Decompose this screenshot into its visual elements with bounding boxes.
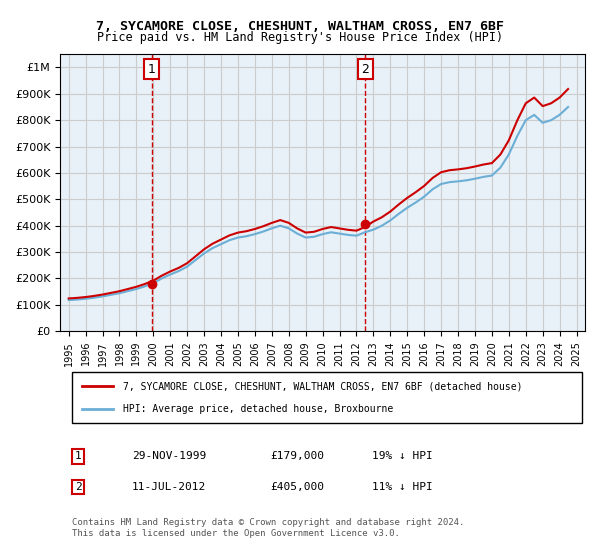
FancyBboxPatch shape [72, 372, 582, 423]
Text: 11% ↓ HPI: 11% ↓ HPI [372, 482, 433, 492]
Text: 29-NOV-1999: 29-NOV-1999 [132, 451, 206, 461]
Text: 2: 2 [362, 63, 370, 76]
Text: 1: 1 [148, 63, 156, 76]
Text: Price paid vs. HM Land Registry's House Price Index (HPI): Price paid vs. HM Land Registry's House … [97, 31, 503, 44]
Text: 7, SYCAMORE CLOSE, CHESHUNT, WALTHAM CROSS, EN7 6BF (detached house): 7, SYCAMORE CLOSE, CHESHUNT, WALTHAM CRO… [123, 381, 523, 391]
Text: 7, SYCAMORE CLOSE, CHESHUNT, WALTHAM CROSS, EN7 6BF: 7, SYCAMORE CLOSE, CHESHUNT, WALTHAM CRO… [96, 20, 504, 32]
Text: Contains HM Land Registry data © Crown copyright and database right 2024.
This d: Contains HM Land Registry data © Crown c… [72, 518, 464, 538]
Text: 19% ↓ HPI: 19% ↓ HPI [372, 451, 433, 461]
Text: 11-JUL-2012: 11-JUL-2012 [132, 482, 206, 492]
Text: £179,000: £179,000 [270, 451, 324, 461]
Text: £405,000: £405,000 [270, 482, 324, 492]
Text: 1: 1 [74, 451, 82, 461]
Text: 2: 2 [74, 482, 82, 492]
Text: HPI: Average price, detached house, Broxbourne: HPI: Average price, detached house, Brox… [123, 404, 393, 414]
